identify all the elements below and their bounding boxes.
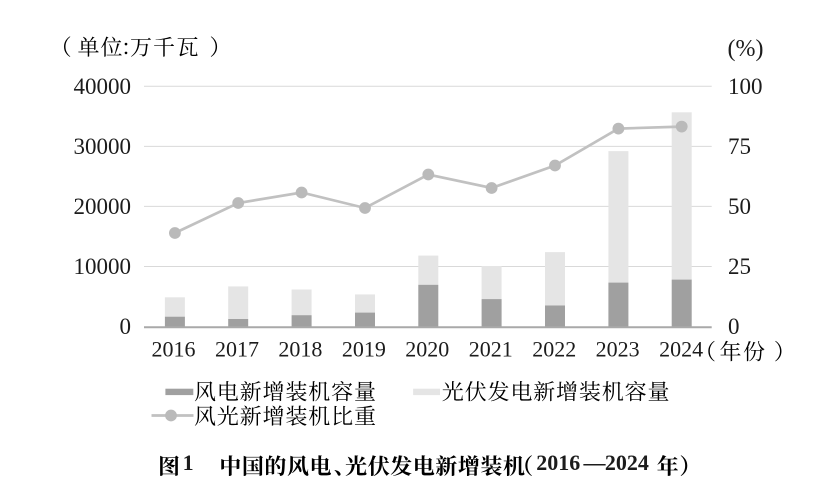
svg-text:2019: 2019 bbox=[342, 337, 386, 362]
svg-text:10000: 10000 bbox=[74, 254, 132, 279]
svg-text:100: 100 bbox=[728, 74, 763, 99]
svg-text:2022: 2022 bbox=[532, 337, 576, 362]
svg-text:2018: 2018 bbox=[278, 337, 322, 362]
svg-text:75: 75 bbox=[728, 134, 751, 159]
svg-text:2024: 2024 bbox=[659, 337, 703, 362]
svg-text:30000: 30000 bbox=[74, 134, 132, 159]
svg-text:0: 0 bbox=[728, 314, 740, 339]
svg-text:20000: 20000 bbox=[74, 194, 132, 219]
svg-text:25: 25 bbox=[728, 254, 751, 279]
svg-text:40000: 40000 bbox=[74, 74, 132, 99]
svg-text:2020: 2020 bbox=[405, 337, 449, 362]
svg-text:—: — bbox=[583, 450, 607, 475]
svg-text:2016: 2016 bbox=[536, 450, 580, 475]
svg-text:2021: 2021 bbox=[469, 337, 513, 362]
svg-text:(%): (%) bbox=[728, 36, 764, 62]
svg-text:2017: 2017 bbox=[215, 337, 259, 362]
svg-text:2023: 2023 bbox=[596, 337, 640, 362]
svg-text:0: 0 bbox=[120, 314, 132, 339]
svg-text:2024: 2024 bbox=[605, 450, 649, 475]
svg-text:50: 50 bbox=[728, 194, 751, 219]
svg-text:2016: 2016 bbox=[152, 337, 196, 362]
svg-text:1: 1 bbox=[183, 450, 194, 475]
